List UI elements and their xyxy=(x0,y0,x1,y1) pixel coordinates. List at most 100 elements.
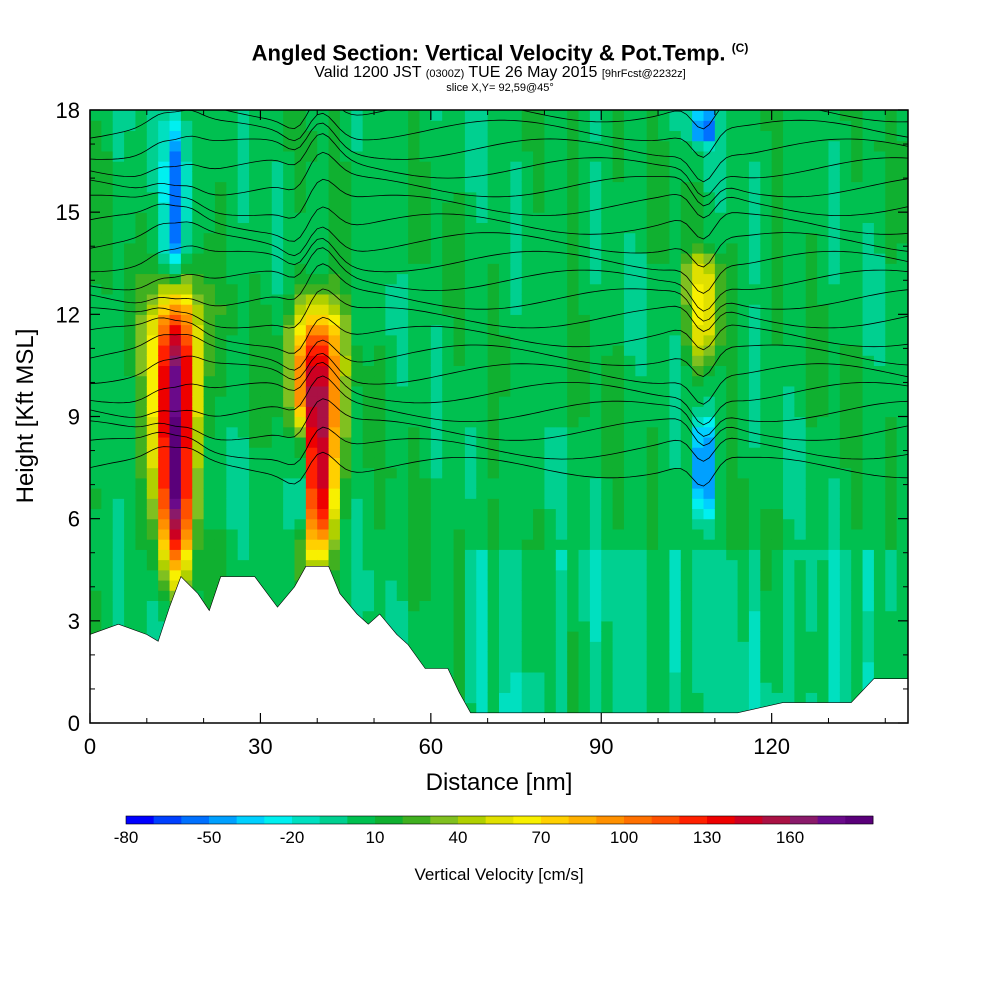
velocity-cell xyxy=(839,140,852,152)
velocity-cell xyxy=(464,253,477,264)
velocity-cell xyxy=(896,671,908,683)
velocity-cell xyxy=(567,385,580,397)
velocity-cell xyxy=(362,110,375,121)
velocity-cell xyxy=(453,181,466,193)
velocity-cell xyxy=(748,120,761,132)
velocity-cell xyxy=(146,477,159,489)
velocity-cell xyxy=(567,477,580,489)
velocity-cell xyxy=(305,334,318,346)
velocity-cell xyxy=(362,253,375,264)
velocity-cell xyxy=(544,212,557,223)
velocity-cell xyxy=(442,447,455,458)
velocity-cell xyxy=(726,130,739,142)
velocity-cell xyxy=(658,447,671,458)
velocity-cell xyxy=(249,539,262,550)
velocity-cell xyxy=(328,498,341,510)
velocity-cell xyxy=(396,263,409,275)
velocity-cell xyxy=(783,620,795,632)
velocity-cell xyxy=(726,324,739,336)
velocity-cell xyxy=(146,130,159,142)
velocity-cell xyxy=(146,334,159,346)
velocity-cell xyxy=(249,334,262,346)
colorbar-swatch xyxy=(181,816,210,824)
isentrope-line xyxy=(90,122,908,183)
velocity-cell xyxy=(896,355,908,367)
velocity-cell xyxy=(783,559,795,571)
velocity-cell xyxy=(623,365,636,377)
velocity-cell xyxy=(873,140,886,152)
velocity-cell xyxy=(726,253,739,264)
velocity-cell xyxy=(589,263,602,275)
velocity-cell xyxy=(839,682,852,693)
velocity-cell xyxy=(135,273,148,285)
velocity-cell xyxy=(692,161,705,172)
isentrope-line xyxy=(90,133,908,198)
velocity-cell xyxy=(351,579,364,591)
velocity-cell xyxy=(760,385,773,397)
velocity-cell xyxy=(487,569,500,581)
velocity-cell xyxy=(203,518,216,530)
velocity-cell xyxy=(828,212,841,223)
velocity-cell xyxy=(533,130,546,142)
velocity-cell xyxy=(101,539,114,550)
velocity-cell xyxy=(783,661,795,673)
velocity-cell xyxy=(521,406,534,418)
velocity-cell xyxy=(760,539,773,550)
velocity-cell xyxy=(601,365,614,377)
velocity-cell xyxy=(385,579,398,591)
velocity-cell xyxy=(362,385,375,397)
velocity-cell xyxy=(714,620,727,632)
velocity-cell xyxy=(226,171,239,183)
velocity-cell xyxy=(158,457,171,469)
velocity-cell xyxy=(669,702,682,714)
velocity-cell xyxy=(805,488,818,499)
velocity-cell xyxy=(442,273,455,285)
velocity-cell xyxy=(124,610,137,622)
velocity-cell xyxy=(408,477,421,489)
velocity-cell xyxy=(499,293,511,305)
velocity-cell xyxy=(601,651,614,663)
velocity-cell xyxy=(862,671,875,683)
velocity-cell xyxy=(351,488,364,499)
velocity-cell xyxy=(692,324,705,336)
velocity-cell xyxy=(783,631,795,642)
velocity-cell xyxy=(294,416,307,428)
velocity-cell xyxy=(748,559,761,571)
velocity-cell xyxy=(294,355,307,367)
velocity-cell xyxy=(158,253,171,264)
velocity-cell xyxy=(124,344,137,356)
velocity-cell xyxy=(805,692,818,704)
velocity-cell xyxy=(680,130,693,142)
velocity-cell xyxy=(499,406,511,418)
velocity-cell xyxy=(203,426,216,438)
velocity-cell xyxy=(646,702,659,714)
velocity-cell xyxy=(760,120,773,132)
velocity-cell xyxy=(828,457,841,469)
velocity-cell xyxy=(896,304,908,315)
velocity-cell xyxy=(567,426,580,438)
velocity-cell xyxy=(567,498,580,510)
velocity-cell xyxy=(283,549,296,561)
velocity-cell xyxy=(317,324,330,336)
velocity-cell xyxy=(612,334,625,346)
velocity-cell xyxy=(214,549,227,561)
velocity-cell xyxy=(476,508,489,520)
velocity-cell xyxy=(385,467,398,479)
velocity-cell xyxy=(805,528,818,540)
velocity-cell xyxy=(271,273,284,285)
velocity-cell xyxy=(589,304,602,315)
velocity-cell xyxy=(158,416,171,428)
velocity-cell xyxy=(567,682,580,693)
velocity-cell xyxy=(328,120,341,132)
velocity-cell xyxy=(771,140,784,152)
velocity-cell xyxy=(680,590,693,601)
velocity-cell xyxy=(760,426,773,438)
velocity-cell xyxy=(214,406,227,418)
velocity-cell xyxy=(885,651,898,663)
velocity-cell xyxy=(249,385,262,397)
velocity-cell xyxy=(669,365,682,377)
velocity-cell xyxy=(214,569,227,581)
velocity-cell xyxy=(589,232,602,244)
velocity-cell xyxy=(896,477,908,489)
velocity-cell xyxy=(510,528,523,540)
